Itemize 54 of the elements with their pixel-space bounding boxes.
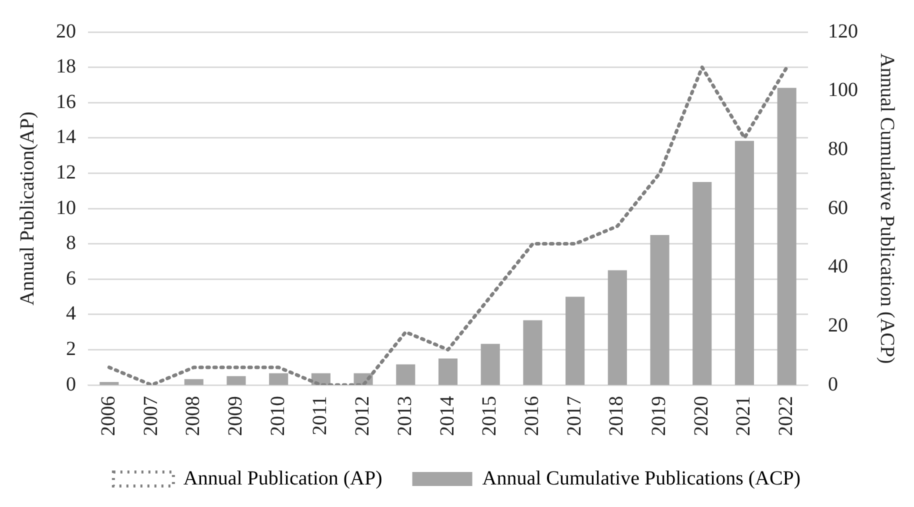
bar <box>184 379 204 385</box>
bar <box>692 182 712 385</box>
y2-tick-label: 120 <box>828 20 858 42</box>
bar <box>734 140 754 385</box>
y-tick-label: 6 <box>66 267 76 290</box>
y2-tick-label: 100 <box>828 79 858 102</box>
bar <box>269 373 288 385</box>
x-tick-label: 2020 <box>690 396 712 436</box>
x-tick-label: 2009 <box>224 396 246 436</box>
bar <box>226 376 246 385</box>
x-tick-label: 2011 <box>309 396 332 436</box>
y2-tick-label: 0 <box>828 373 838 396</box>
y-tick-label: 10 <box>56 196 76 219</box>
x-tick-label: 2007 <box>140 396 162 436</box>
bar <box>777 88 796 385</box>
legend-label: Annual Cumulative Publications (ACP) <box>482 467 801 490</box>
bar <box>396 364 416 385</box>
x-tick-label: 2021 <box>732 396 755 436</box>
x-tick-label: 2008 <box>182 396 204 436</box>
x-tick-label: 2006 <box>97 396 120 436</box>
x-tick-label: 2012 <box>352 396 374 436</box>
bar <box>650 234 670 385</box>
x-tick-label: 2013 <box>394 396 416 436</box>
y-tick-label: 8 <box>66 232 76 254</box>
y2-axis-title: Annual Cumulative Publication (ACP) <box>876 53 898 364</box>
bar <box>608 270 627 385</box>
x-tick-label: 2019 <box>648 396 670 436</box>
line-series <box>107 66 789 385</box>
bar <box>100 382 119 385</box>
y-tick-label: 20 <box>56 20 76 42</box>
y-tick-label: 2 <box>66 338 76 360</box>
y-tick-label: 0 <box>66 373 76 396</box>
y-tick-label: 12 <box>56 161 76 184</box>
y2-tick-label: 20 <box>828 314 848 336</box>
bar <box>523 320 542 385</box>
y-tick-label: 14 <box>56 126 76 148</box>
bar <box>438 358 458 385</box>
y2-tick-label: 60 <box>828 196 848 219</box>
x-tick-label: 2018 <box>606 396 628 436</box>
x-tick-label: 2017 <box>563 396 586 436</box>
y-tick-label: 18 <box>56 56 76 78</box>
y2-tick-label: 40 <box>828 256 848 278</box>
y-tick-label: 4 <box>66 302 76 325</box>
bar <box>480 344 500 385</box>
legend-label: Annual Publication (AP) <box>183 467 382 490</box>
x-tick-label: 2022 <box>775 396 798 436</box>
x-tick-label: 2010 <box>266 396 289 436</box>
y2-tick-label: 80 <box>828 138 848 160</box>
bar <box>566 296 585 385</box>
x-tick-label: 2016 <box>520 396 543 436</box>
y-tick-label: 16 <box>56 90 76 113</box>
y-axis-title: Annual Publication(AP) <box>16 112 38 306</box>
x-tick-label: 2014 <box>436 396 458 436</box>
x-tick-label: 2015 <box>478 396 501 436</box>
